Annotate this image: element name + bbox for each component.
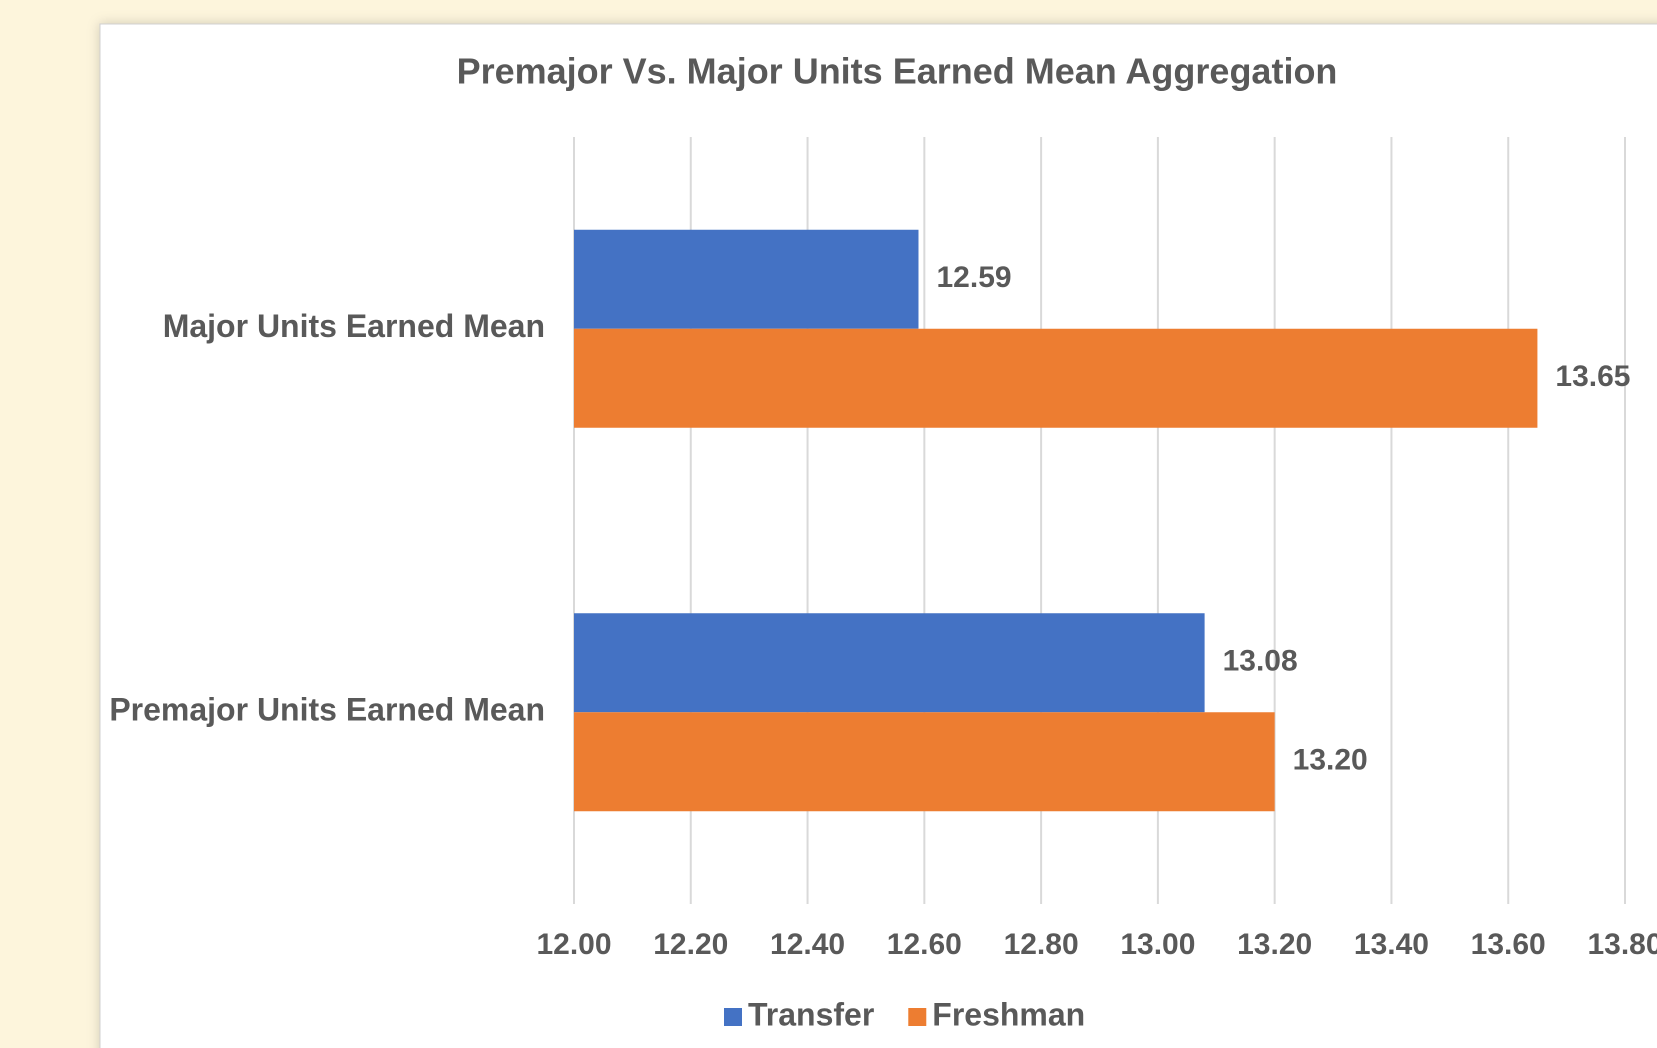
x-tick-label: 13.00 xyxy=(1120,928,1195,961)
x-tick-label: 13.60 xyxy=(1471,928,1546,961)
bar xyxy=(574,328,1538,428)
y-tick-label: Major Units Earned Mean xyxy=(163,308,545,344)
legend-label: Freshman xyxy=(932,996,1085,1032)
x-tick-label: 12.40 xyxy=(770,928,845,961)
bar xyxy=(574,712,1275,812)
chart-card xyxy=(99,23,1657,1048)
x-tick-label: 12.60 xyxy=(887,928,962,961)
value-label: 12.59 xyxy=(936,261,1011,294)
x-tick-label: 13.40 xyxy=(1354,928,1429,961)
y-tick-label: Premajor Units Earned Mean xyxy=(109,692,545,728)
legend-swatch xyxy=(724,1008,742,1026)
x-tick-label: 12.80 xyxy=(1004,928,1079,961)
value-label: 13.65 xyxy=(1555,360,1630,393)
bar xyxy=(574,229,919,329)
x-tick-label: 13.80 xyxy=(1587,928,1657,961)
chart-title: Premajor Vs. Major Units Earned Mean Agg… xyxy=(457,51,1338,92)
legend-swatch xyxy=(908,1008,927,1026)
legend-label: Transfer xyxy=(748,996,874,1032)
bar xyxy=(574,613,1205,713)
value-label: 13.08 xyxy=(1223,645,1298,678)
value-label: 13.20 xyxy=(1293,744,1368,777)
x-tick-label: 12.20 xyxy=(653,928,728,961)
x-tick-label: 13.20 xyxy=(1237,928,1312,961)
x-tick-label: 12.00 xyxy=(536,928,611,961)
